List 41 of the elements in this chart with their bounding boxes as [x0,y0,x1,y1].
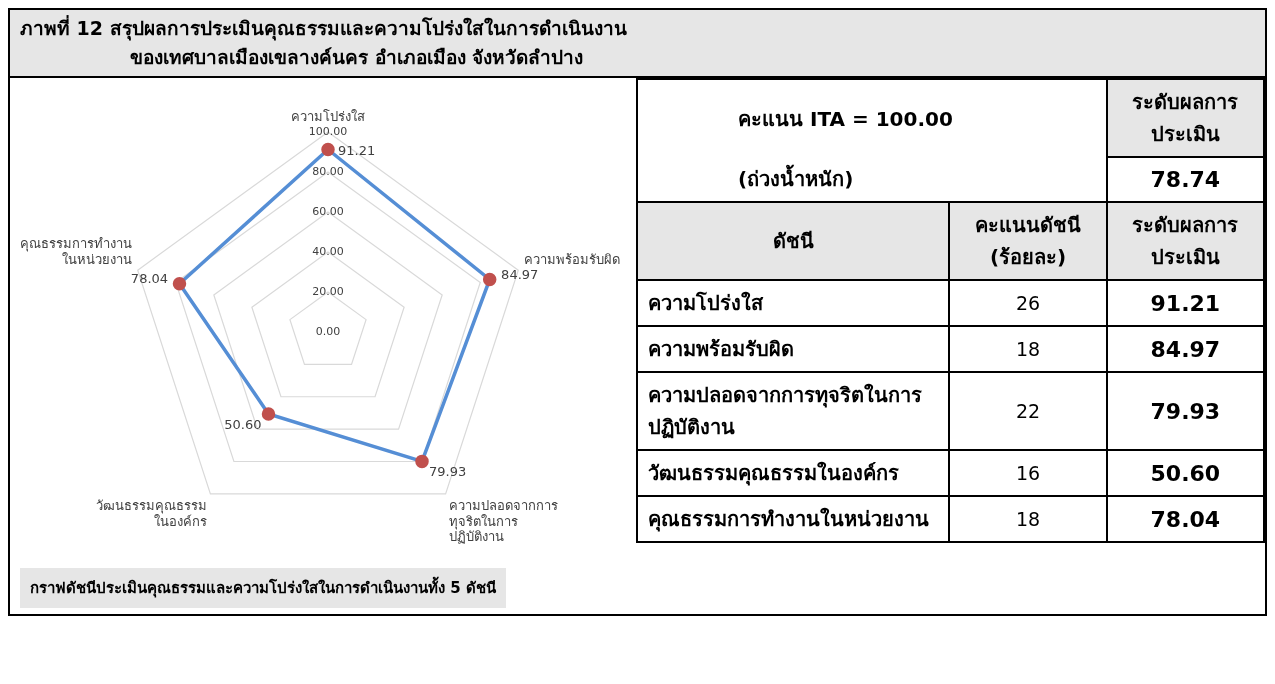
text: 18 [949,326,1107,372]
spoke-label: วัฒนธรรมคุณธรรมในองค์กร [95,497,207,529]
text: ดัชนี [637,202,950,280]
text: คะแนนดัชนี (ร้อยละ) [949,202,1107,280]
text: 26 [949,280,1107,326]
text: ระดับผลการประเมิน [1106,202,1264,280]
y-tick-label: 0.00 [315,324,341,338]
category-label: ความพร้อมรับผิด [637,326,950,372]
category-label: ความโปร่งใส [637,280,950,326]
category-label: วัฒนธรรมคุณธรรมในองค์กร [637,450,950,496]
data-label: 79.93 [429,464,467,480]
spoke-label: ความโปร่งใส [291,109,365,125]
text: 91.21 [1106,280,1264,326]
text: 84.97 [1106,326,1264,372]
y-tick-label: 100.00 [308,124,348,138]
text: ระดับผลการประเมิน [1106,79,1264,157]
data-label: 91.21 [338,142,376,158]
text: 22 [949,372,1107,450]
text: 50.60 [1106,450,1264,496]
data-label: 50.60 [224,416,262,432]
y-tick-label: 40.00 [312,244,344,258]
text: คะแนน ITA = 100.00 [637,79,1107,157]
text: 78.74 [1106,157,1264,202]
y-tick-label: 60.00 [312,204,344,218]
y-tick-label: 80.00 [312,164,344,178]
chart-title: ภาพที่ 12 สรุปผลการประเมินคุณธรรมและความโปร่งใสในการดำเนินงาน [20,14,628,43]
text: (ถ่วงน้ำหนัก) [637,157,1107,202]
text: กราฟดัชนีประเมินคุณธรรมและความโปร่งใสในการดำเนินงานทั้ง 5 ดัชนี [20,568,506,608]
text: 18 [949,496,1107,542]
category-label: ความปลอดจากการทุจริตในการปฏิบัติงาน [637,372,950,450]
category-label: คุณธรรมการทำงานในหน่วยงาน [637,496,950,542]
chart-subtitle: ของเทศบาลเมืองเขลางค์นคร อำเภอเมือง จังหวัดลำปาง [129,45,585,70]
spoke-label: คุณธรรมการทำงานในหน่วยงาน [20,236,132,267]
spoke-label: ความพร้อมรับผิด [524,251,620,267]
text: 78.04 [1106,496,1264,542]
y-tick-label: 20.00 [312,284,344,298]
spoke-label: ความปลอดจากการทุจริตในการปฏิบัติงาน [449,497,559,545]
text: 79.93 [1106,372,1264,450]
data-label: 78.04 [130,270,169,286]
text: 16 [949,450,1107,496]
data-label: 84.97 [501,266,539,282]
